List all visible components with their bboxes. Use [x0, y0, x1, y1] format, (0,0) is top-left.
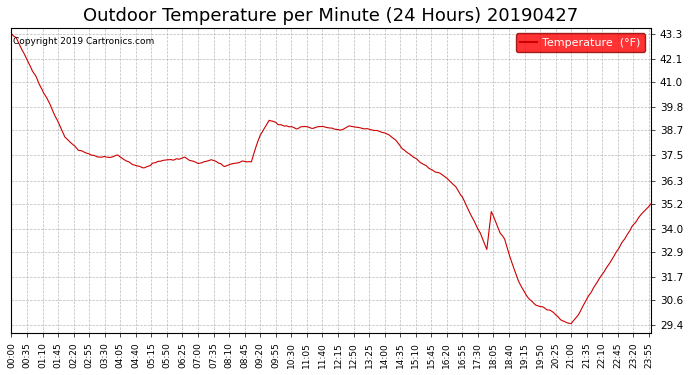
Text: Copyright 2019 Cartronics.com: Copyright 2019 Cartronics.com — [12, 37, 154, 46]
Legend: Temperature  (°F): Temperature (°F) — [515, 33, 645, 53]
Title: Outdoor Temperature per Minute (24 Hours) 20190427: Outdoor Temperature per Minute (24 Hours… — [83, 7, 579, 25]
